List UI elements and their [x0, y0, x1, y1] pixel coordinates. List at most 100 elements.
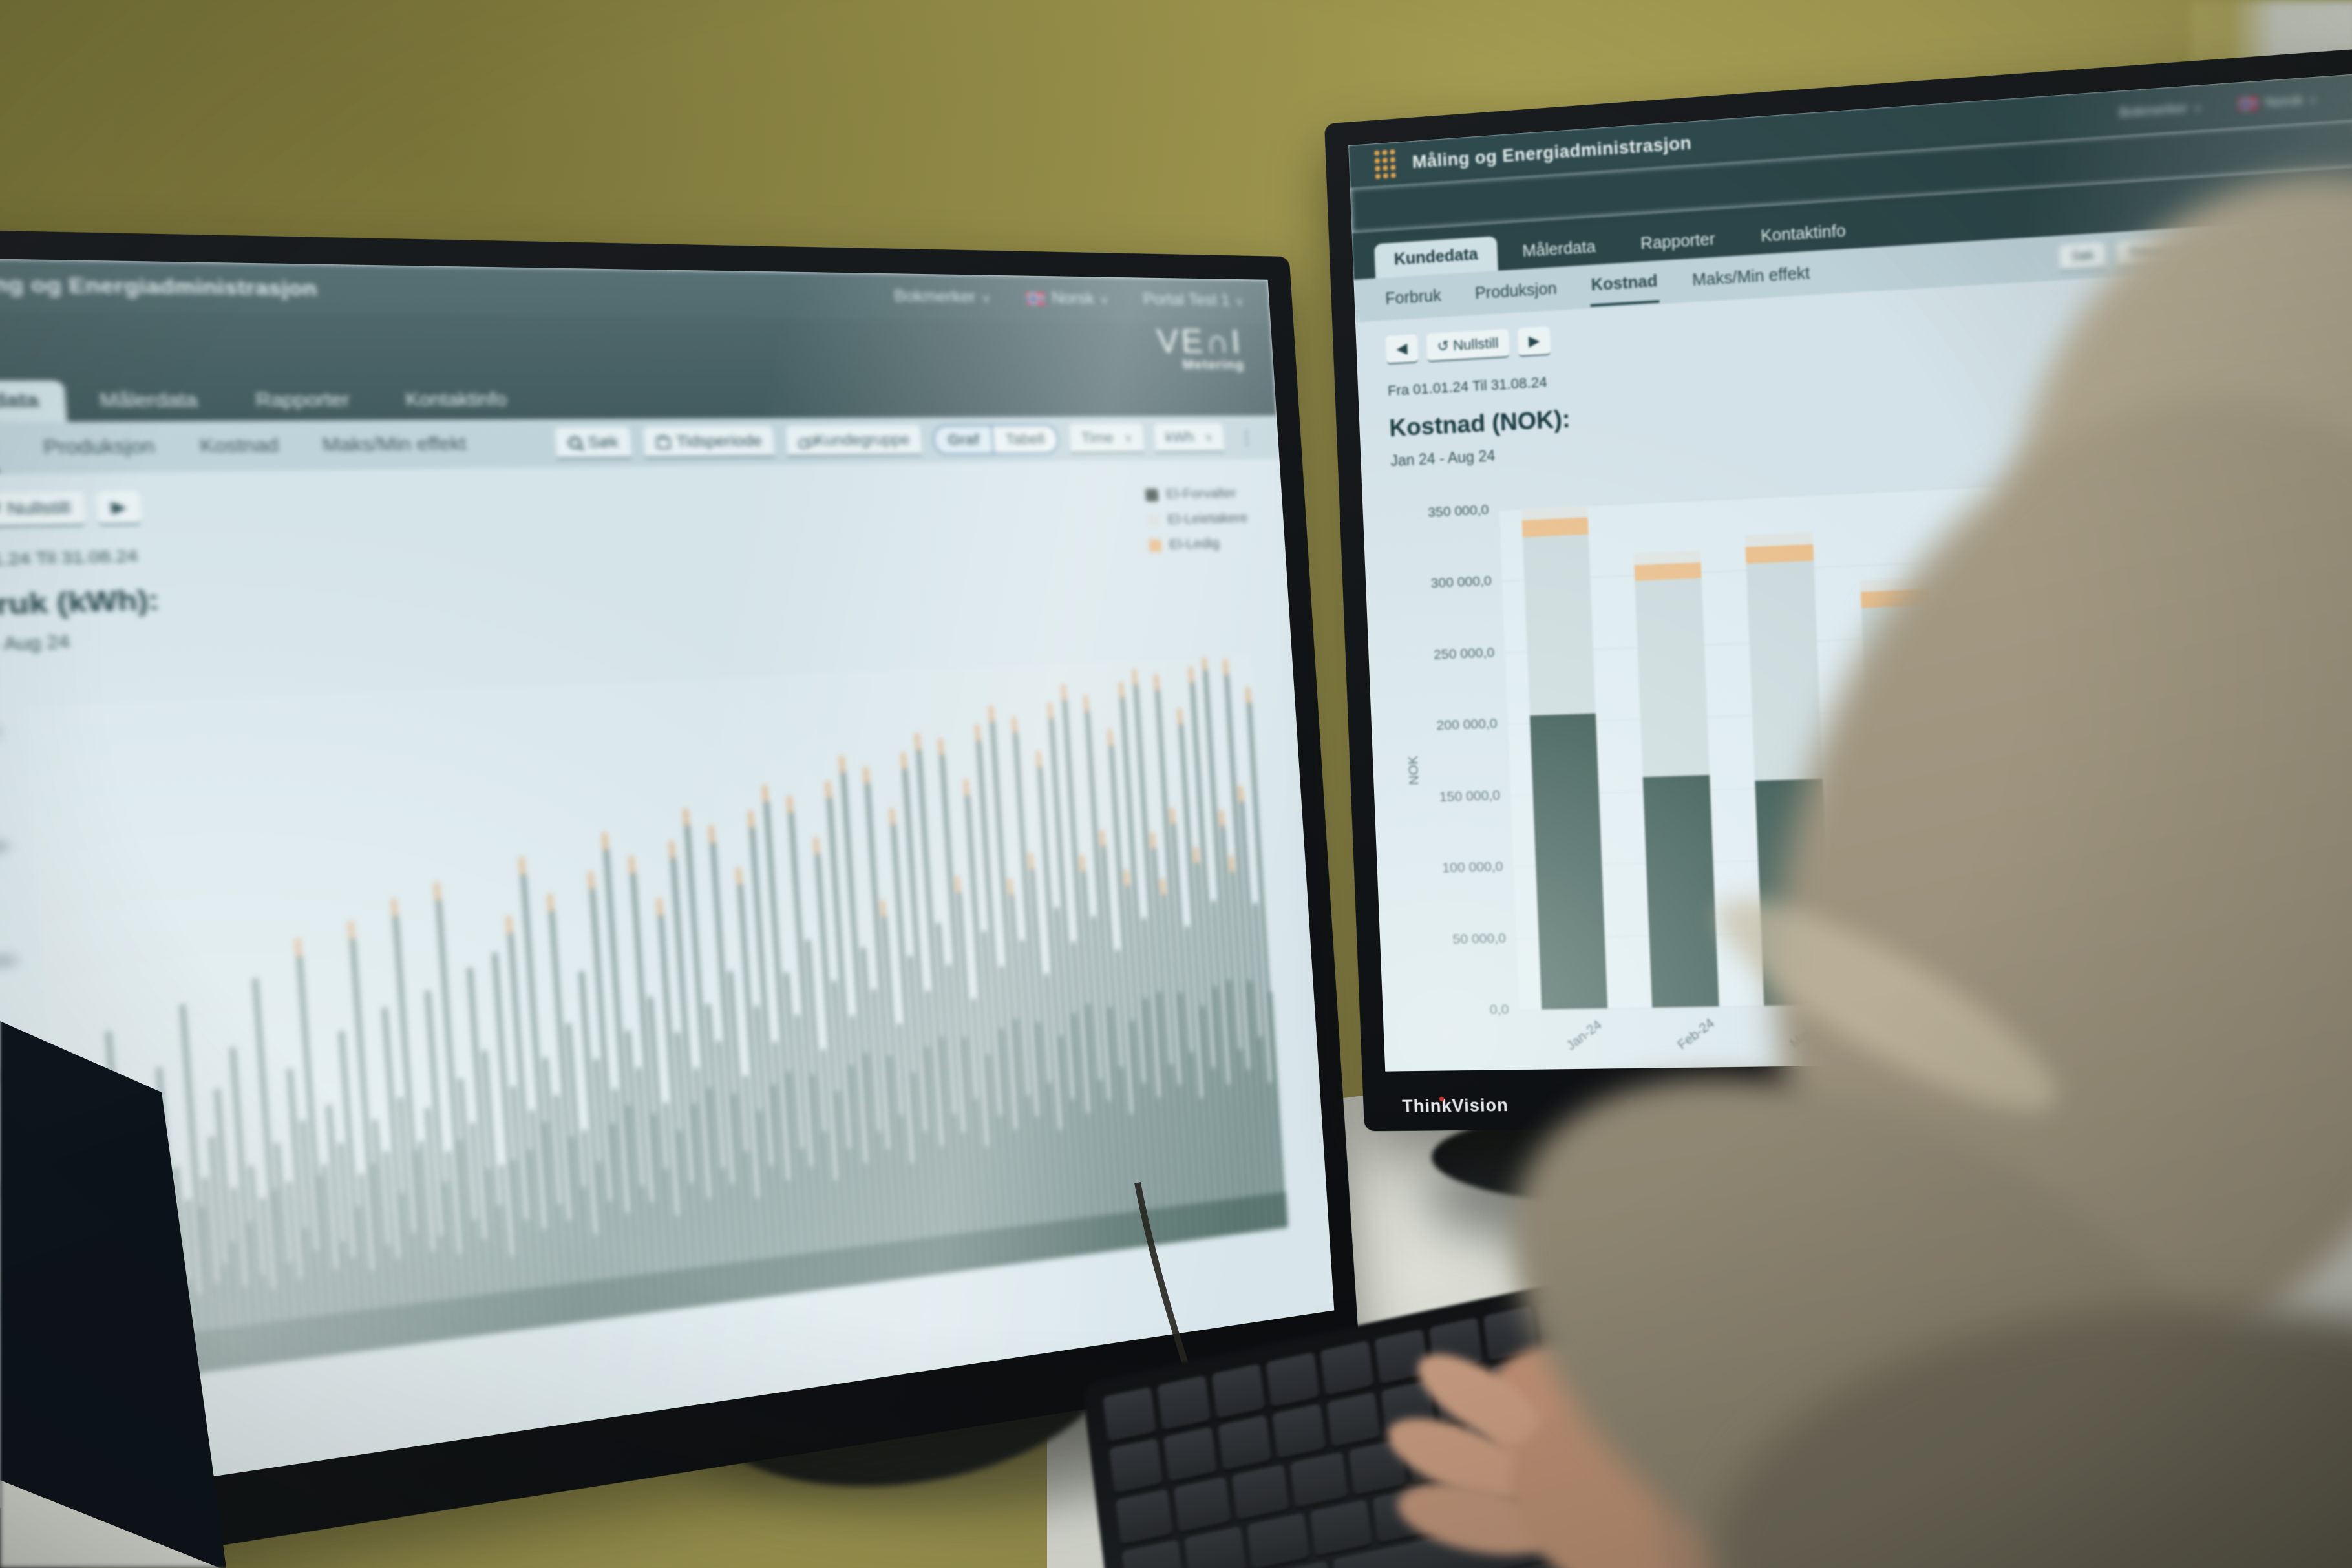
tabell-toggle[interactable]: Tabell — [1004, 430, 1046, 448]
tab-malerdata[interactable]: Målerdata — [98, 390, 198, 412]
consumption-chart[interactable]: 0,0 — [0, 655, 1289, 1404]
language-menu[interactable]: Norsk ∨ — [2238, 92, 2318, 113]
app-title: Måling og Energiadministrasjon — [1412, 132, 1692, 172]
tab-rapporter[interactable]: Rapporter — [255, 389, 350, 411]
tab-kundedata[interactable]: Kundedata — [0, 380, 68, 423]
bar-segment-El-Ledig — [1521, 516, 1589, 538]
subtab-maksmin[interactable]: Maks/Min effekt — [1691, 263, 1811, 290]
y-axis-tick: 0,0 — [1489, 1002, 1509, 1017]
subtab-maksmin[interactable]: Maks/Min effekt — [321, 433, 467, 456]
keyboard-key — [1173, 1476, 1231, 1532]
y-axis-tick: 300 000,0 — [1430, 573, 1492, 591]
chevron-down-icon: ∨ — [2308, 94, 2318, 107]
norway-flag-icon — [2238, 96, 2259, 111]
thinkvision-red-dot — [1439, 1096, 1445, 1102]
bar-segment-El-Leietakere — [1746, 560, 1823, 781]
y-axis-label: NOK — [1405, 755, 1422, 786]
keyboard-key — [1281, 1560, 1332, 1568]
keyboard-key — [1266, 1351, 1320, 1408]
bookmarks-menu[interactable]: Bokmerker ∨ — [2119, 100, 2202, 120]
bar-segment-El-Leietakere — [1522, 534, 1596, 716]
bar-segment-El-Ledig — [1745, 544, 1814, 564]
search-icon — [567, 436, 582, 449]
people-icon — [798, 438, 810, 449]
y-axis-tick-illegible — [0, 953, 18, 972]
consumption-series — [64, 655, 1289, 1390]
tab-kontaktinfo[interactable]: Kontaktinfo — [405, 389, 507, 411]
search-button[interactable]: Søk — [555, 427, 632, 460]
chevron-down-icon: ∨ — [1099, 293, 1110, 308]
keyboard-key — [1184, 1526, 1247, 1568]
legend-swatch-forvalter — [1145, 488, 1159, 502]
keyboard-key — [1309, 1499, 1372, 1556]
chevron-down-icon: ∨ — [980, 291, 991, 306]
main-tabs: Kundedata Målerdata Rapporter Kontaktinf… — [0, 375, 1277, 423]
tab-kundedata[interactable]: Kundedata — [1374, 236, 1498, 279]
kebab-menu-icon[interactable]: ⋮ — [1238, 427, 1256, 447]
nullstill-button[interactable]: ↺ Nullstill — [1426, 328, 1510, 363]
y-axis-tick: 150 000,0 — [1439, 787, 1501, 805]
chart-legend: El-Forvalter El-Leietakere El-Ledig — [1145, 485, 1251, 563]
subtab-kostnad[interactable]: Kostnad — [1589, 262, 1660, 307]
keyboard-key — [1326, 1392, 1381, 1447]
bookmarks-menu[interactable]: Bokmerker ∨ — [893, 286, 991, 307]
y-axis-tick-illegible — [0, 840, 9, 856]
x-axis-tick: Jan-24 — [1563, 1017, 1605, 1054]
keyboard-key — [1163, 1426, 1217, 1482]
keyboard-key — [1121, 1539, 1184, 1568]
app-title: Måling og Energiadministrasjon — [0, 271, 318, 300]
portal-menu[interactable]: Portal Test 1 ∨ — [1142, 290, 1245, 310]
subtab-produksjon[interactable]: Produksjon — [1474, 279, 1558, 302]
next-period-button[interactable]: ▶ — [1517, 326, 1551, 357]
chevron-down-icon: ∨ — [2193, 102, 2202, 115]
subtab-produksjon[interactable]: Produksjon — [42, 435, 156, 458]
graf-toggle[interactable]: Graf — [934, 426, 994, 454]
legend-item: El-Forvalter — [1145, 485, 1247, 503]
right-chart-subtitle: Jan 24 - Aug 24 — [1390, 447, 1496, 470]
search-button[interactable]: Søk — [2059, 242, 2106, 271]
next-period-button[interactable]: ▶ — [96, 491, 142, 525]
chevron-down-icon: ∨ — [1123, 430, 1133, 445]
calendar-icon — [656, 437, 671, 449]
keyboard-key — [1157, 1375, 1211, 1430]
norway-flag-icon — [1026, 291, 1046, 306]
keyboard-key — [1272, 1403, 1326, 1459]
legend-item: El-Leietakere — [1147, 510, 1248, 528]
y-axis-tick: 350 000,0 — [1427, 502, 1489, 520]
graf-tabell-toggle: Graf Tabell — [932, 424, 1059, 456]
keyboard-key — [1108, 1438, 1163, 1494]
bar-cap — [1633, 550, 1701, 566]
legend-item: El-Ledig — [1149, 535, 1250, 553]
bar-cap — [1521, 505, 1588, 520]
date-range-label: Fra 01.01.24 Til 31.08.24 — [1387, 374, 1548, 399]
chevron-down-icon: ∨ — [1234, 295, 1245, 309]
legend-swatch-leietakere — [1147, 513, 1161, 527]
bar-cap — [1744, 532, 1814, 547]
left-monitor: ThinkVision Måling og Energiadministrasj… — [0, 227, 1361, 1568]
monitor-brand-label: ThinkVision — [1401, 1095, 1509, 1116]
date-range-label: Fra 01.01.24 Til 31.08.24 — [0, 546, 138, 571]
keyboard-key — [1290, 1452, 1348, 1508]
language-menu[interactable]: Norsk ∨ — [1026, 289, 1109, 309]
sub-tabs-row: Forbruk Produksjon Kostnad Maks/Min effe… — [0, 416, 1280, 476]
right-chart-title: Kostnad (NOK): — [1388, 405, 1571, 442]
y-axis-tick: 200 000,0 — [1436, 716, 1498, 734]
prev-period-button[interactable]: ◀ — [1385, 334, 1419, 365]
kundegruppe-button[interactable]: Kundegruppe — [785, 425, 922, 457]
legend-swatch-ledig — [1149, 538, 1162, 552]
screen-glare — [0, 256, 1335, 1516]
keyboard-key — [1247, 1512, 1309, 1568]
keyboard-key — [1211, 1363, 1266, 1419]
left-chart-subtitle: Jan 24 - Aug 24 — [0, 631, 71, 657]
veni-logo-sub: Metering — [1181, 357, 1245, 373]
left-chart-title: Forbruk (kWh): — [0, 584, 160, 624]
keyboard-key — [1218, 1415, 1272, 1470]
tab-malerdata[interactable]: Målerdata — [1521, 237, 1596, 261]
chart-toolbar: Søk Tidsperiode Kundegruppe Graf Tabell … — [555, 423, 1260, 460]
keyboard-key — [1231, 1464, 1289, 1520]
tab-kontaktinfo[interactable]: Kontaktinfo — [1760, 221, 1847, 246]
subtab-kostnad[interactable]: Kostnad — [199, 434, 280, 457]
unit-dropdown[interactable]: kWh ∨ — [1154, 423, 1225, 453]
